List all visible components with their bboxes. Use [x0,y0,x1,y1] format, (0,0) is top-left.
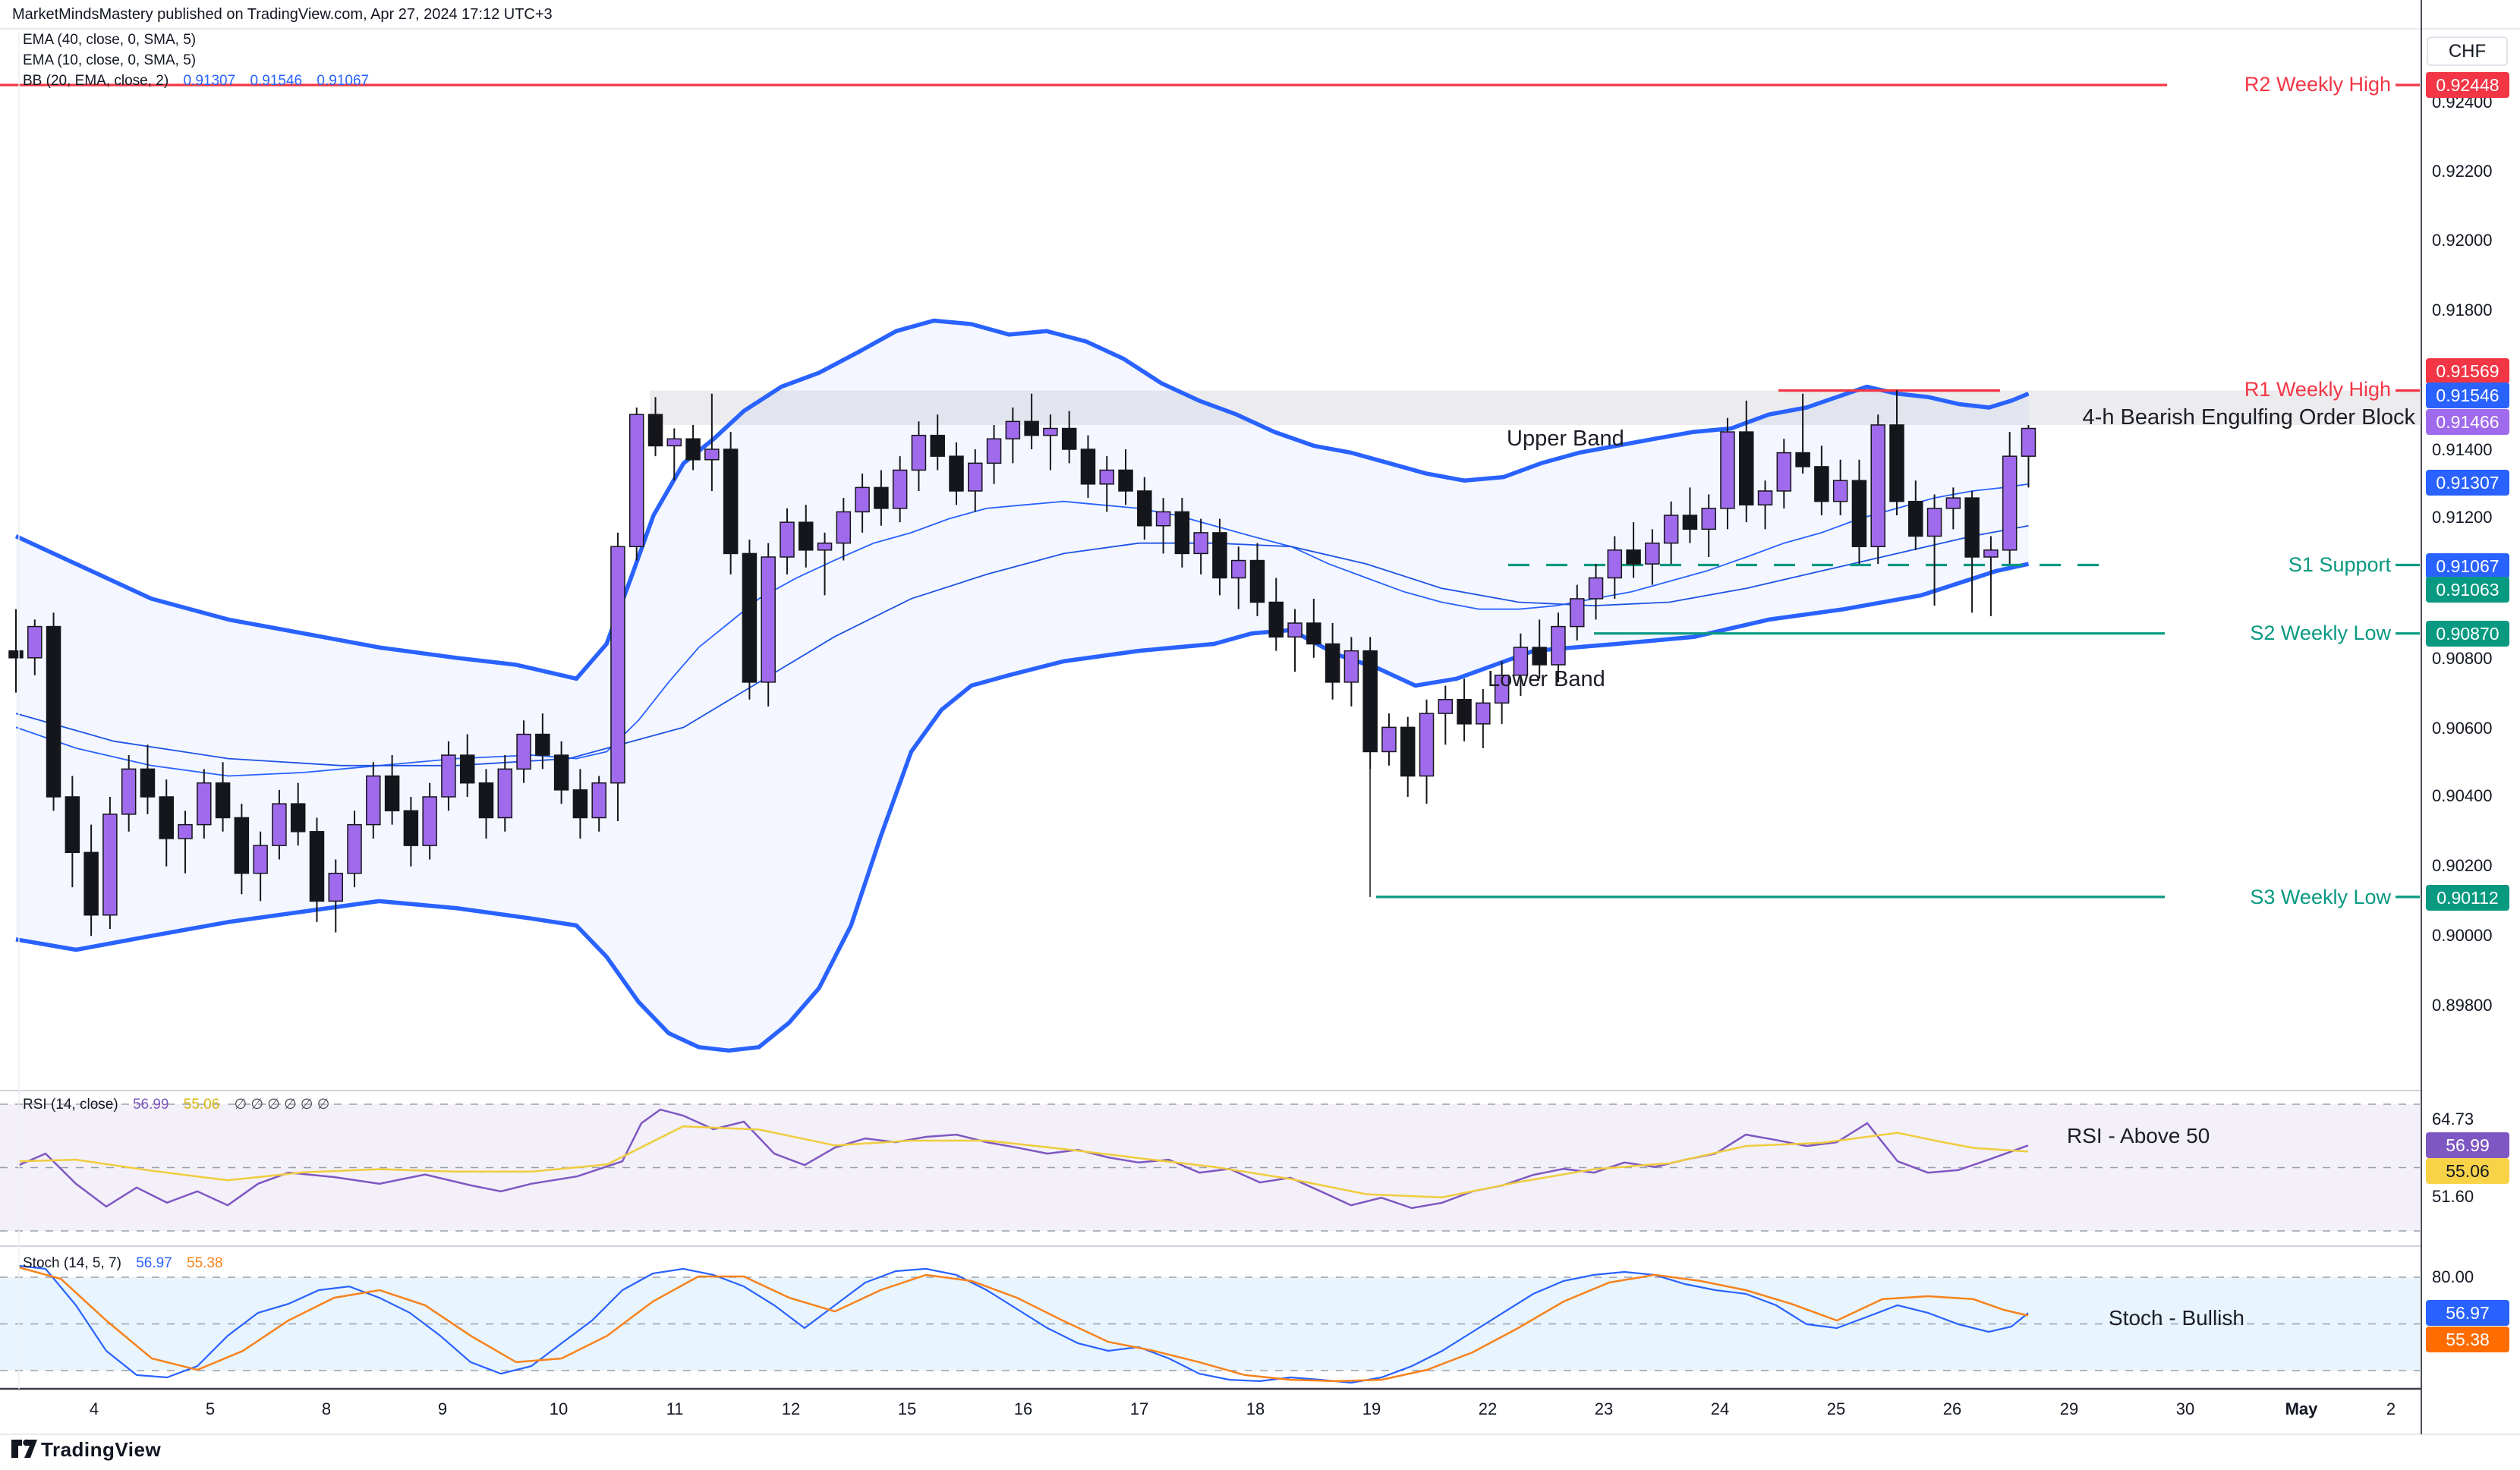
rsi-value: 56.99 [132,1097,169,1113]
price-axis-label: 0.92200 [2432,162,2493,181]
time-tick-label: 8 [321,1399,332,1418]
lower-band-label[interactable]: Lower Band [1488,667,1605,691]
rsi-ma-line[interactable] [18,1125,2029,1198]
time-tick-label: 2 [2386,1399,2396,1418]
bb-fill [16,320,2029,1051]
time-tick-label: May [2285,1399,2318,1418]
r2-weekly-high-label[interactable]: R2 Weekly High [2244,73,2391,96]
bb-label: BB (20, EMA, close, 2) [23,73,169,89]
bb-lower-value: 0.91067 [317,73,370,89]
stoch-k-value: 56.97 [136,1255,172,1271]
bb-basis-value: 0.91307 [183,73,236,89]
price-axis-label: 0.90600 [2432,719,2493,738]
rsi-axis-label: 64.73 [2432,1110,2474,1128]
stoch-note-label[interactable]: Stoch - Bullish [2109,1306,2244,1330]
upper-band-label[interactable]: Upper Band [1507,427,1624,451]
legend-row-stoch[interactable]: Stoch (14, 5, 7) 56.97 55.38 [23,1255,223,1272]
time-tick-label: 5 [205,1399,216,1418]
price-axis-label: 0.92000 [2432,231,2493,250]
stoch-d-line[interactable] [18,1266,2029,1383]
rsi-pane-band [0,1103,2420,1232]
rsi-axis-badge: 55.06 [2426,1158,2509,1184]
bb-upper-line[interactable] [14,318,2030,681]
legend-row-bb[interactable]: BB (20, EMA, close, 2) 0.91307 0.91546 0… [23,73,369,90]
symbol-currency-badge[interactable]: CHF [2427,36,2508,66]
price-axis-label: 0.90400 [2432,786,2493,805]
rsi-empty-values: ∅ ∅ ∅ ∅ ∅ ∅ [234,1097,330,1113]
price-axis-label: 0.91400 [2432,440,2493,459]
price-axis-label: 0.90800 [2432,649,2493,668]
legend-row-rsi[interactable]: RSI (14, close) 56.99 55.06 ∅ ∅ ∅ ∅ ∅ ∅ [23,1096,329,1113]
price-axis-badge: 0.90870 [2426,621,2509,647]
time-tick-label: 10 [549,1399,569,1418]
price-axis-badge: 0.90112 [2426,885,2509,911]
time-tick-label: 24 [1710,1399,1730,1418]
s1-support-label[interactable]: S1 Support [2288,553,2391,576]
stoch-k-line[interactable] [18,1264,2029,1384]
stoch-d-value: 55.38 [187,1255,223,1271]
stoch-axis-label: 80.00 [2432,1267,2474,1286]
time-tick-label: 26 [1942,1399,1962,1418]
s3-weekly-low-label[interactable]: S3 Weekly Low [2250,886,2391,908]
rsi-ma-value: 55.06 [183,1097,220,1113]
stoch-pane-band [0,1276,2420,1371]
stoch-axis-badge: 55.38 [2426,1327,2509,1352]
time-tick-label: 4 [89,1399,99,1418]
price-axis-badge: 0.91307 [2426,470,2509,496]
price-axis-label: 0.89800 [2432,996,2493,1015]
ema40-label: EMA (40, close, 0, SMA, 5) [23,32,197,48]
stoch-axis-badge: 56.97 [2426,1300,2509,1326]
price-axis-label: 0.91800 [2432,301,2493,319]
rsi-axis-label: 51.60 [2432,1187,2474,1206]
price-axis-badge: 0.91466 [2426,409,2509,435]
order-block-label[interactable]: 4-h Bearish Engulfing Order Block [2082,405,2415,430]
tv-logo-icon [11,1439,37,1458]
price-axis-label: 0.91200 [2432,508,2493,527]
brand-label: TradingView [41,1438,162,1461]
candlestick-series [8,390,2036,936]
rsi-label: RSI (14, close) [23,1097,118,1113]
time-tick-label: 16 [1013,1399,1033,1418]
order-block-zone[interactable] [650,390,2420,425]
ema10-label: EMA (10, close, 0, SMA, 5) [23,52,197,68]
price-axis-badge: 0.91067 [2426,553,2509,579]
ema-slow-line[interactable] [15,524,2029,766]
tradingview-logo[interactable] [11,1437,38,1464]
rsi-axis-badge: 56.99 [2426,1132,2509,1158]
legend-row-ema40[interactable]: EMA (40, close, 0, SMA, 5) [23,32,196,49]
time-tick-label: 15 [897,1399,917,1418]
time-tick-label: 23 [1594,1399,1614,1418]
time-tick-label: 22 [1478,1399,1498,1418]
time-tick-label: 29 [2059,1399,2079,1418]
time-tick-label: 19 [1362,1399,1381,1418]
time-tick-label: 12 [781,1399,801,1418]
published-title: MarketMindsMastery published on TradingV… [12,6,553,23]
price-axis-label: 0.90000 [2432,926,2493,945]
time-tick-label: 18 [1246,1399,1265,1418]
time-tick-label: 11 [666,1399,684,1418]
time-tick-label: 25 [1826,1399,1846,1418]
time-tick-label: 30 [2175,1399,2195,1418]
time-tick-label: 17 [1129,1399,1149,1418]
price-axis-badge: 0.92448 [2426,72,2509,98]
price-axis-badge: 0.91569 [2426,358,2509,384]
bb-lower-line[interactable] [15,562,2030,1053]
bb-upper-value: 0.91546 [250,73,303,89]
price-axis-label: 0.90200 [2432,856,2493,875]
price-axis-badge: 0.91063 [2426,577,2509,603]
stoch-label: Stoch (14, 5, 7) [23,1255,121,1271]
time-tick-label: 9 [437,1399,448,1418]
s2-weekly-low-label[interactable]: S2 Weekly Low [2250,622,2391,644]
rsi-note-label[interactable]: RSI - Above 50 [2067,1124,2210,1147]
r1-weekly-high-label[interactable]: R1 Weekly High [2244,378,2391,401]
price-axis-badge: 0.91546 [2426,382,2509,408]
legend-row-ema10[interactable]: EMA (10, close, 0, SMA, 5) [23,52,196,69]
